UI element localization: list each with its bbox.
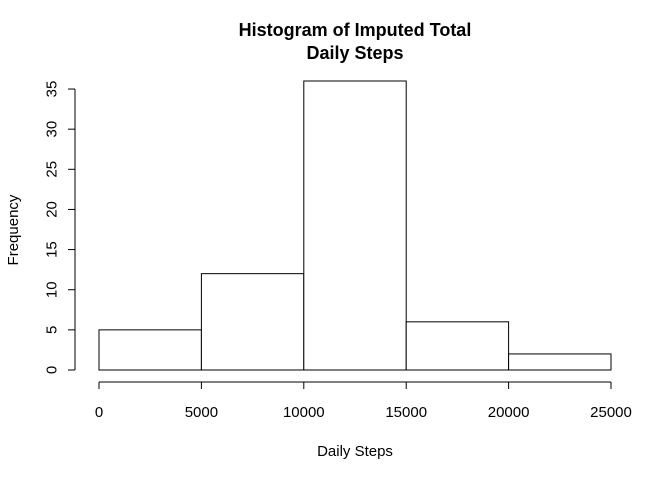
x-tick-label-3: 15000 <box>385 404 427 421</box>
y-tick-label-0: 0 <box>44 366 61 374</box>
x-tick-label-4: 20000 <box>488 404 530 421</box>
y-tick-label-5: 25 <box>44 161 61 178</box>
histogram-bar-1 <box>200 273 305 371</box>
y-tick-label-1: 5 <box>44 326 61 334</box>
histogram-bar-2 <box>303 80 407 371</box>
chart-title-line-2: Daily Steps <box>306 43 403 63</box>
x-tick-label-0: 0 <box>95 404 103 421</box>
histogram-bars <box>98 80 612 371</box>
y-tick-label-7: 35 <box>44 81 61 98</box>
x-axis-label: Daily Steps <box>317 443 393 460</box>
y-axis: 0 5 10 15 20 25 30 35 <box>44 81 76 374</box>
histogram-bar-3 <box>405 321 510 371</box>
x-axis: 0 5000 10000 15000 20000 25000 <box>95 381 632 421</box>
y-tick-label-4: 20 <box>44 201 61 218</box>
histogram-bar-4 <box>508 353 612 371</box>
histogram-bar-0 <box>98 329 202 371</box>
chart-title: Histogram of Imputed Total Daily Steps <box>239 20 472 63</box>
x-tick-label-2: 10000 <box>283 404 325 421</box>
chart-title-line-1: Histogram of Imputed Total <box>239 20 472 40</box>
y-tick-label-6: 30 <box>44 121 61 138</box>
x-tick-label-5: 25000 <box>590 404 632 421</box>
y-tick-label-3: 15 <box>44 241 61 258</box>
x-tick-label-1: 5000 <box>185 404 218 421</box>
y-tick-label-2: 10 <box>44 281 61 298</box>
y-axis-label: Frequency <box>5 194 22 265</box>
